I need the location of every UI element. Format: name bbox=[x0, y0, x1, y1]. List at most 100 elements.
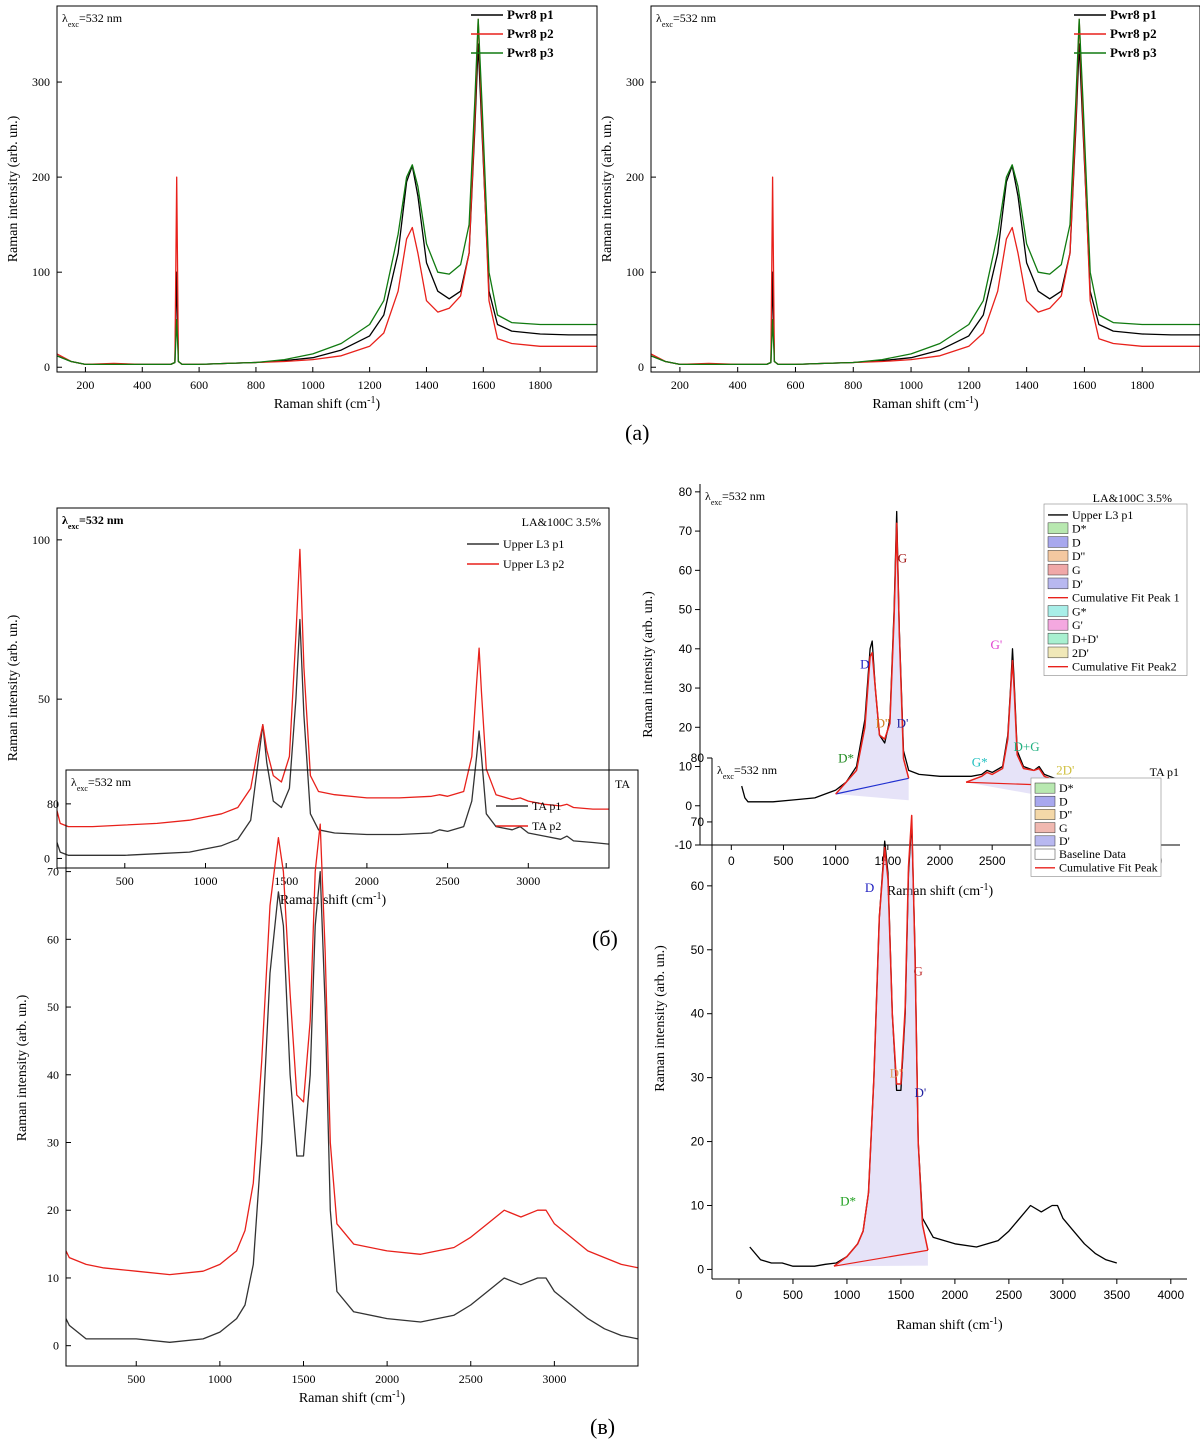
legend-label: Pwr8 p2 bbox=[1110, 26, 1157, 41]
peak-label: D+G bbox=[1014, 739, 1040, 754]
chart-a-left: 200 400 600 800 1000 1200 1400 1600 1800 0 100 200 3… bbox=[6, 5, 598, 413]
y-tick-label: 200 bbox=[32, 170, 50, 184]
peak-label: D* bbox=[838, 751, 854, 766]
x-axis-label: Raman shift (cm-1) bbox=[872, 395, 979, 413]
peak-label: 2D' bbox=[1056, 762, 1074, 777]
chart-title: LA&100C 3.5% bbox=[522, 515, 601, 529]
y-axis-label: Raman intensity (arb. un.) bbox=[653, 945, 668, 1092]
caption-a: (a) bbox=[625, 420, 650, 445]
legend-label: TA p1 bbox=[532, 799, 561, 813]
legend-swatch bbox=[1034, 782, 1056, 794]
legend-label: D' bbox=[1072, 577, 1083, 591]
x-tick-label: 1400 bbox=[414, 378, 438, 392]
x-tick-label: 4000 bbox=[1157, 1288, 1184, 1302]
peak-label: D* bbox=[840, 1193, 856, 1208]
legend-label: D bbox=[1059, 794, 1068, 808]
legend-label: D* bbox=[1059, 781, 1074, 795]
peak-label: D bbox=[860, 656, 869, 671]
caption-b: (б) bbox=[592, 926, 618, 951]
x-tick-label: 2000 bbox=[355, 874, 379, 888]
series-group bbox=[57, 18, 597, 366]
x-tick-label: 1000 bbox=[208, 1372, 232, 1386]
x-tick-label: 2000 bbox=[942, 1288, 969, 1302]
y-tick-label: 50 bbox=[691, 943, 705, 957]
legend-swatch bbox=[1047, 646, 1069, 659]
y-tick-label: 200 bbox=[626, 170, 644, 184]
x-tick-label: 500 bbox=[773, 854, 793, 868]
x-axis-label: Raman shift (cm-1) bbox=[280, 891, 387, 909]
y-axis-label: Raman intensity (arb. un.) bbox=[6, 115, 21, 262]
y-tick-label: 40 bbox=[691, 1007, 705, 1021]
legend-label: D'' bbox=[1072, 549, 1085, 563]
y-tick-label: 50 bbox=[38, 692, 50, 706]
series-line-ta-p1 bbox=[66, 870, 638, 1343]
y-axis-label: Raman intensity (arb. un.) bbox=[600, 115, 615, 262]
series-line-pwr8-p1 bbox=[651, 43, 1200, 366]
x-tick-label: 2500 bbox=[979, 854, 1006, 868]
peak-label: G' bbox=[990, 637, 1002, 652]
x-tick-label: 1800 bbox=[1130, 378, 1154, 392]
chart-title: LA&100C 3.5% bbox=[1093, 491, 1172, 505]
fit-area-group bbox=[833, 815, 929, 1267]
x-tick-label: 1000 bbox=[301, 378, 325, 392]
peak-label: G bbox=[913, 963, 922, 978]
lambda-annotation: λexc=532 nm bbox=[62, 11, 123, 29]
series-line-pwr8-p2 bbox=[57, 18, 597, 366]
lambda-annotation: λexc=532 nm bbox=[705, 489, 766, 507]
y-tick-label: 80 bbox=[679, 485, 693, 499]
legend-swatch bbox=[1047, 563, 1069, 576]
legend: TA p1 TA p2 bbox=[496, 799, 561, 833]
y-tick-label: 300 bbox=[32, 75, 50, 89]
x-axis-label: Raman shift (cm-1) bbox=[274, 395, 381, 413]
x-tick-label: 1600 bbox=[471, 378, 495, 392]
peak-label: G* bbox=[972, 755, 988, 770]
x-tick-label: 200 bbox=[671, 378, 689, 392]
legend-label: 2D' bbox=[1072, 646, 1089, 660]
legend-label: D+D' bbox=[1072, 632, 1098, 646]
x-tick-label: 800 bbox=[247, 378, 265, 392]
peak-label: D'' bbox=[890, 1066, 904, 1081]
series-line-cumulative-fit-peak bbox=[833, 814, 929, 1267]
plot-frame bbox=[56, 5, 598, 373]
y-tick-label: 40 bbox=[679, 642, 693, 656]
legend-label: G' bbox=[1072, 618, 1083, 632]
y-axis-label: Raman intensity (arb. un.) bbox=[641, 591, 656, 738]
legend: Pwr8 p1 Pwr8 p2 Pwr8 p3 bbox=[471, 7, 554, 60]
y-tick-label: 80 bbox=[691, 751, 705, 765]
series-line-pwr8-p2 bbox=[651, 18, 1200, 366]
plot-frame bbox=[650, 5, 1200, 373]
y-tick-label: 0 bbox=[685, 799, 692, 813]
y-tick-label: 20 bbox=[679, 720, 693, 734]
fit-area bbox=[833, 815, 928, 1267]
x-tick-label: 1500 bbox=[291, 1372, 315, 1386]
y-tick-label: 50 bbox=[47, 1000, 59, 1014]
series-line-upper-l3-p2 bbox=[57, 548, 609, 828]
x-tick-label: 1500 bbox=[874, 854, 901, 868]
legend-label: TA p2 bbox=[532, 819, 561, 833]
legend-label: Pwr8 p3 bbox=[1110, 45, 1157, 60]
x-tick-label: 3000 bbox=[516, 874, 540, 888]
y-tick-label: 0 bbox=[44, 851, 50, 865]
series-line-cumulative-fit-peak-1 bbox=[835, 522, 910, 795]
legend-label: D* bbox=[1072, 522, 1087, 536]
x-tick-label: 600 bbox=[190, 378, 208, 392]
y-tick-label: 30 bbox=[691, 1071, 705, 1085]
legend-swatch bbox=[1034, 822, 1056, 834]
x-tick-label: 1400 bbox=[1015, 378, 1039, 392]
series-line-upper-l3-p1 bbox=[741, 510, 1097, 803]
x-tick-label: 1000 bbox=[834, 1288, 861, 1302]
x-tick-label: 1000 bbox=[193, 874, 217, 888]
legend-label: Cumulative Fit Peak 1 bbox=[1072, 591, 1180, 605]
series-group bbox=[651, 18, 1200, 366]
legend-label: Pwr8 p1 bbox=[507, 7, 554, 22]
y-tick-label: 0 bbox=[53, 1339, 59, 1353]
chart-title: TA p1 bbox=[1150, 765, 1179, 779]
peak-label: D' bbox=[897, 715, 909, 730]
y-tick-label: 80 bbox=[47, 797, 59, 811]
chart-c-left: 500 1000 1500 2000 2500 3000 0 10 20 30 40 50 60 70 80… bbox=[15, 769, 639, 1406]
chart-title: TA bbox=[615, 777, 630, 791]
legend-label: Pwr8 p2 bbox=[507, 26, 554, 41]
x-tick-label: 1000 bbox=[899, 378, 923, 392]
x-tick-label: 1500 bbox=[274, 874, 298, 888]
